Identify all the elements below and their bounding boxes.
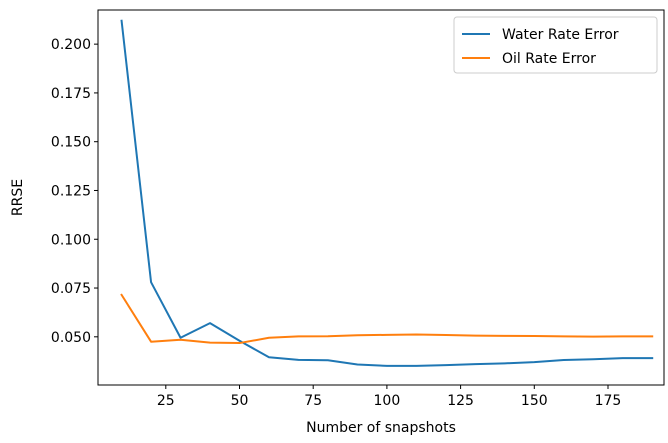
- plot-frame: [97, 9, 665, 386]
- legend-entry-label: Water Rate Error: [502, 27, 619, 43]
- x-axis-label: Number of snapshots: [306, 420, 456, 436]
- y-tick-label: 0.200: [51, 37, 91, 53]
- y-tick-label: 0.075: [51, 281, 91, 297]
- x-axis-ticks: 25 50 75 100 125 150 175: [157, 385, 621, 409]
- y-axis-ticks: 0.050 0.075 0.100 0.125 0.150 0.175 0.200: [51, 37, 98, 346]
- y-tick-label: 0.100: [51, 232, 91, 248]
- series-line-2: [120, 293, 654, 345]
- x-tick-label: 150: [521, 393, 548, 409]
- x-tick-label: 175: [595, 393, 622, 409]
- plot-lines: [120, 19, 654, 367]
- series-line-1: [120, 19, 654, 367]
- x-tick-label: 100: [374, 393, 401, 409]
- y-tick-label: 0.125: [51, 183, 91, 199]
- x-tick-label: 50: [231, 393, 249, 409]
- y-tick-label: 0.050: [51, 330, 91, 346]
- y-tick-label: 0.175: [51, 86, 91, 102]
- x-tick-label: 125: [447, 393, 474, 409]
- y-axis-label: RRSE: [10, 179, 26, 216]
- x-tick-label: 75: [304, 393, 322, 409]
- legend-entry-label: Oil Rate Error: [502, 51, 596, 67]
- legend-box: [453, 16, 658, 74]
- y-tick-label: 0.150: [51, 135, 91, 151]
- x-tick-label: 25: [157, 393, 175, 409]
- legend: Water Rate Error Oil Rate Error: [453, 16, 658, 74]
